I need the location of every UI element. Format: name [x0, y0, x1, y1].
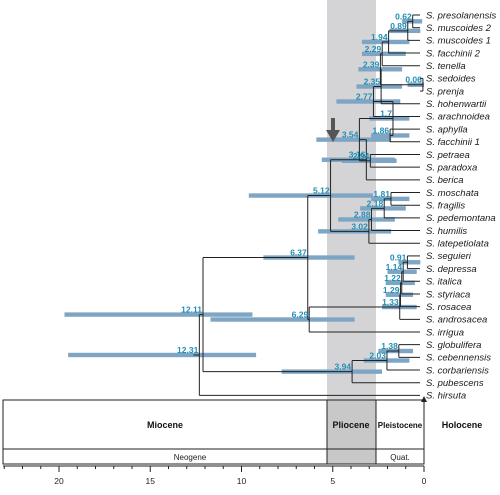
node-age-label: 1.33 — [382, 297, 399, 307]
node-age-label: 2.94 — [353, 151, 370, 161]
epoch-box-pliocene — [326, 399, 377, 465]
axis-tick-label: 0 — [422, 476, 427, 486]
taxon-labels: S. presolanensis S. muscoides 2 S. muscoid… — [426, 10, 496, 401]
taxon-label: S. italica — [426, 277, 462, 288]
node-age-label: 0.91 — [390, 252, 407, 262]
node-age-label: 1.86 — [373, 125, 390, 135]
hpd-bar — [316, 137, 392, 142]
node-age-label: 3.54 — [342, 130, 359, 140]
taxon-label: S. aphylla — [426, 124, 468, 135]
epoch-box-pleistocene — [375, 399, 425, 465]
hpd-bar — [338, 217, 395, 222]
node-age-label: 1.94 — [371, 32, 388, 42]
node-age-label: 1.22 — [384, 273, 401, 283]
hpd-bar — [336, 99, 401, 104]
taxon-label: S. berica — [426, 175, 464, 186]
arrow-marker-icon — [326, 118, 340, 142]
hpd-bar — [64, 312, 253, 317]
taxon-label: S. petraea — [426, 150, 470, 161]
hpd-bar — [361, 51, 406, 57]
node-age-label: 6.29 — [292, 310, 309, 320]
holocene-marker-icon — [421, 396, 427, 402]
hpd-bar — [68, 352, 257, 358]
axis-tick-label: 5 — [330, 476, 335, 486]
taxon-label: S. hohenwartii — [426, 99, 487, 110]
axis-tick-label: 15 — [146, 476, 156, 486]
taxon-label: S. prenja — [426, 86, 464, 97]
hpd-bar — [263, 255, 355, 260]
node-age-labels: 0.620.891.94 2.29 0.06 2.39 2.35 2.77 1.86 1.7 3… — [177, 11, 422, 371]
epoch-label-holocene: Holocene — [442, 420, 483, 430]
pliocene-shading-band — [327, 0, 376, 402]
taxon-label: S. presolanensis — [426, 10, 496, 21]
node-age-label: 1.81 — [373, 189, 390, 199]
node-age-label: 5.12 — [313, 186, 330, 196]
node-age-label: 0.62 — [395, 11, 412, 21]
epoch-box-miocene — [2, 399, 328, 465]
node-age-label: 1.14 — [386, 262, 403, 272]
taxon-label: S. facchinii 2 — [426, 48, 481, 59]
node-age-label: 2.39 — [363, 59, 380, 69]
taxon-label: S. muscoides 1 — [426, 36, 491, 47]
period-label-quaternary: Quat. — [390, 453, 410, 462]
node-age-label: 1.7 — [380, 108, 392, 118]
taxon-label: S. arachnoidea — [426, 112, 490, 123]
taxon-label: S. corbariensis — [426, 365, 489, 376]
node-age-label: 12.11 — [181, 305, 202, 315]
node-age-label: 1.29 — [383, 285, 400, 295]
node-age-label: 3.94 — [335, 362, 352, 372]
node-age-label: 2.88 — [354, 209, 371, 219]
taxon-label: S. fragilis — [426, 201, 465, 212]
time-axis: 0 5 10 15 20 — [3, 465, 427, 486]
taxon-label: S. depressa — [426, 264, 477, 275]
taxon-label: S. globulifera — [426, 340, 481, 351]
taxon-label: S. sedoides — [426, 74, 476, 85]
node-age-label: 2.18 — [367, 198, 384, 208]
geologic-timescale: Miocene Pliocene Pleistocene Holocene Ne… — [2, 396, 483, 465]
node-age-label: 3.02 — [351, 221, 368, 231]
axis-tick-label: 10 — [237, 476, 247, 486]
taxon-label: S. androsacea — [426, 315, 487, 326]
taxon-label: S. muscoides 2 — [426, 23, 492, 34]
taxon-label: S. tenella — [426, 61, 466, 72]
taxon-label: S. humilis — [426, 226, 467, 237]
node-age-label: 0.89 — [390, 21, 407, 31]
hpd-bar — [210, 317, 355, 322]
epoch-label-miocene: Miocene — [147, 420, 183, 430]
taxon-label: S. seguieri — [426, 251, 472, 262]
taxon-label: S. styriaca — [426, 289, 470, 300]
node-age-label: 2.35 — [364, 77, 381, 87]
node-age-label: 2.29 — [365, 44, 382, 54]
epoch-label-pliocene: Pliocene — [332, 420, 369, 430]
node-age-label: 3.16 — [349, 150, 366, 160]
node-age-label: 12.31 — [177, 345, 199, 355]
taxon-label: S. cebennensis — [426, 353, 491, 364]
node-age-label: 2.03 — [369, 351, 386, 361]
taxon-label: S. hirsuta — [426, 391, 466, 402]
node-age-label: 2.77 — [356, 91, 373, 101]
taxon-label: S. pubescens — [426, 378, 484, 389]
epoch-label-pleistocene: Pleistocene — [378, 421, 423, 430]
node-age-label: 1.38 — [381, 341, 398, 351]
hpd-bar — [398, 260, 421, 265]
period-label-neogene: Neogene — [174, 453, 207, 462]
node-age-label: 0.06 — [405, 75, 422, 85]
tree-branches — [193, 14, 424, 396]
taxon-label: S. rosacea — [426, 302, 471, 313]
taxon-label: S. paradoxa — [426, 162, 477, 173]
taxon-label: S. latepetiolata — [426, 239, 489, 250]
taxon-label: S. irrigua — [426, 327, 464, 338]
axis-tick-label: 20 — [54, 476, 64, 486]
taxon-label: S. pedemontana — [426, 213, 496, 224]
taxon-label: S. moschata — [426, 188, 479, 199]
node-age-label: 6.37 — [290, 248, 307, 258]
taxon-label: S. facchinii 1 — [426, 137, 480, 148]
